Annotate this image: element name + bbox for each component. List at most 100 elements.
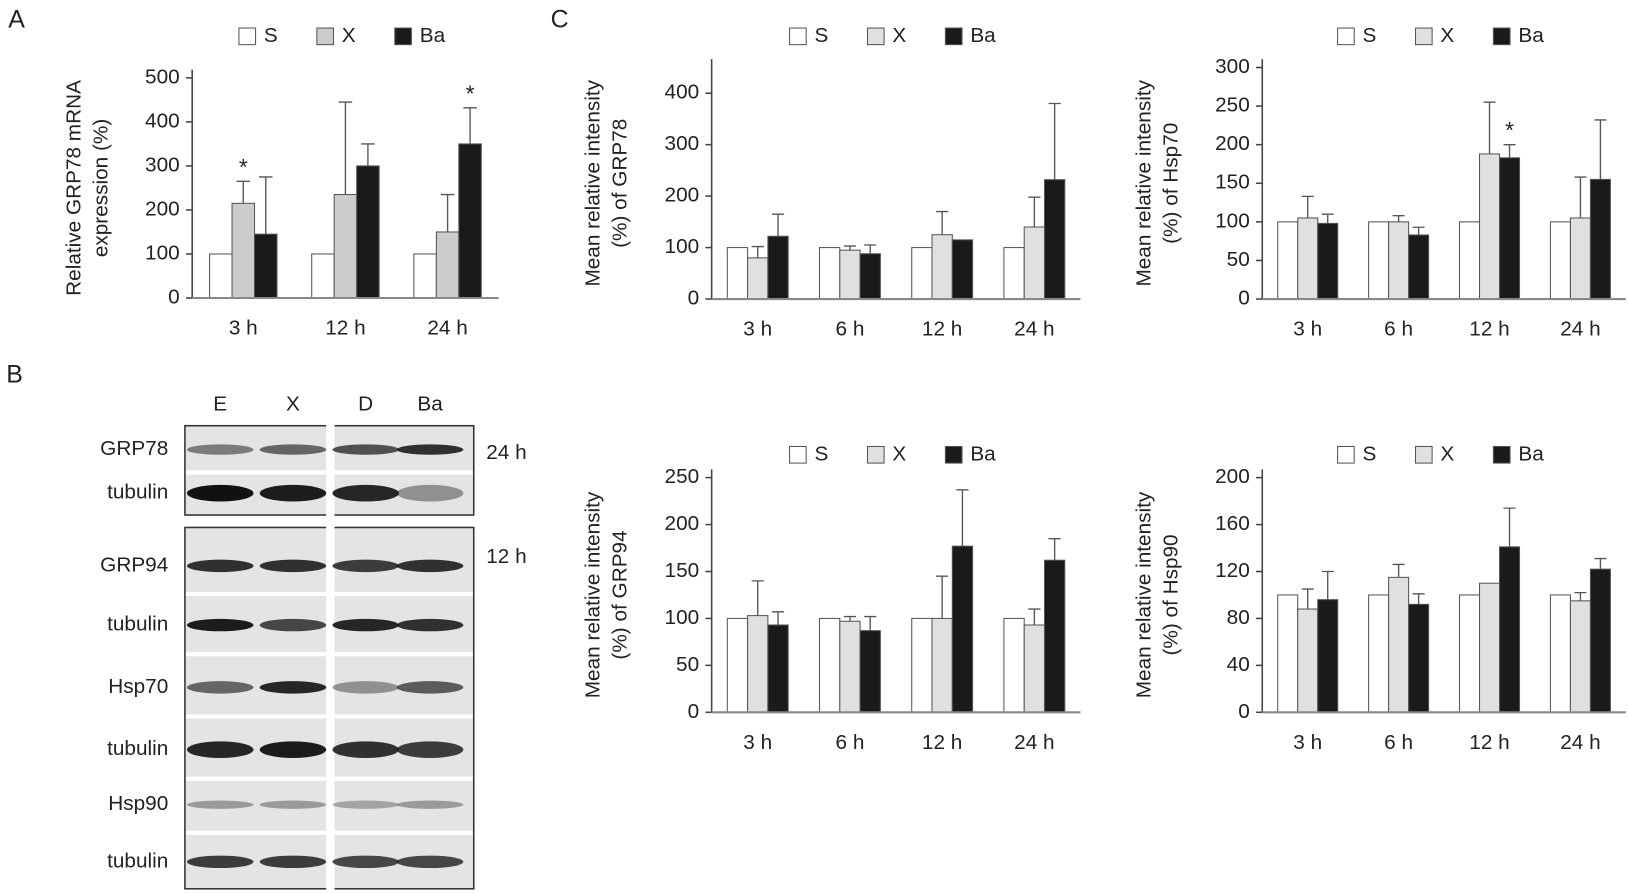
y-tick-label: 300: [145, 153, 180, 176]
legend-swatch: [238, 27, 257, 46]
lane-label: Ba: [417, 392, 443, 415]
bar: [767, 235, 789, 300]
bar: [1589, 568, 1611, 713]
panel-label: C: [551, 5, 569, 33]
blot-row-label: tubulin: [107, 481, 168, 504]
error-bar: [936, 575, 949, 619]
blot-band: [332, 618, 399, 632]
x-tick-label: 24 h: [1014, 731, 1054, 754]
error-bar: [463, 107, 477, 144]
bar: [1368, 221, 1390, 300]
blot-band: [332, 484, 399, 502]
bar: [1388, 576, 1410, 713]
row-gap: [185, 776, 473, 781]
y-axis-label: (%) of GRP94: [609, 530, 632, 659]
blot-band: [259, 618, 327, 632]
error-bar: [1321, 570, 1334, 600]
lane-label: D: [358, 392, 373, 415]
x-tick-label: 12 h: [922, 731, 962, 754]
blot-band: [259, 559, 327, 573]
bar: [1589, 178, 1611, 300]
bar: [311, 253, 335, 299]
y-tick-label: 400: [665, 81, 700, 104]
blot-band: [332, 559, 399, 573]
x-tick-label: 24 h: [1014, 318, 1054, 341]
row-gap: [185, 652, 473, 657]
row-gap: [185, 714, 473, 719]
error-bar: [440, 193, 455, 232]
error-bar: [843, 245, 857, 251]
y-tick-label: 0: [1238, 287, 1250, 310]
y-axis-label: (%) of Hsp70: [1159, 123, 1182, 244]
legend-swatch: [789, 445, 807, 464]
bar: [931, 234, 953, 300]
y-axis-label: (%) of GRP78: [609, 119, 632, 248]
error-bar: [956, 489, 969, 547]
bar: [1317, 599, 1339, 713]
legend-swatch: [1414, 27, 1433, 46]
y-tick-label: 0: [688, 287, 700, 310]
blot-band: [332, 444, 399, 455]
blot-band: [396, 681, 464, 694]
blot-row-label: Hsp90: [108, 792, 168, 815]
time-label: 24 h: [486, 441, 526, 464]
y-tick-label: 160: [1215, 512, 1250, 535]
bar: [1569, 600, 1591, 713]
bar: [1459, 221, 1481, 300]
bar: [859, 630, 881, 713]
y-tick-label: 200: [665, 512, 700, 535]
bar: [458, 143, 482, 299]
legend-label: Ba: [970, 24, 996, 47]
bar: [1388, 221, 1410, 300]
error-bar: [1594, 119, 1607, 180]
bar: [1317, 222, 1339, 300]
blot-band: [396, 484, 464, 502]
error-bar: [1048, 537, 1061, 561]
error-bar: [864, 615, 877, 631]
annotation: *: [239, 154, 248, 180]
error-bar: [361, 143, 375, 166]
bar: [333, 194, 358, 299]
blot-band: [396, 800, 464, 809]
blot-band: [187, 741, 254, 758]
error-bar: [771, 611, 785, 625]
panel-label: B: [6, 360, 23, 388]
error-bar: [1048, 102, 1061, 180]
error-bar: [1483, 101, 1496, 154]
bar: [1368, 594, 1390, 713]
legend-label: X: [1440, 442, 1454, 465]
legend-label: X: [892, 442, 906, 465]
bar: [435, 231, 460, 299]
legend-swatch: [394, 27, 412, 46]
y-axis-label: Relative GRP78 mRNA: [62, 80, 85, 296]
legend-label: S: [815, 24, 829, 47]
bar: [1043, 179, 1066, 300]
blot-band: [187, 800, 254, 809]
blot-band: [259, 484, 327, 502]
y-tick-label: 250: [1215, 94, 1250, 117]
blot-row-label: GRP78: [100, 437, 168, 460]
y-tick-label: 100: [665, 235, 700, 258]
x-tick-label: 3 h: [743, 318, 772, 341]
y-tick-label: 200: [665, 184, 700, 207]
legend-swatch: [1414, 445, 1433, 464]
y-tick-label: 300: [1215, 55, 1250, 78]
legend-swatch: [1492, 27, 1511, 46]
error-bar: [1412, 226, 1425, 235]
bar: [951, 239, 974, 300]
bar: [1003, 247, 1025, 300]
bar: [1549, 594, 1571, 713]
bar: [1043, 559, 1066, 713]
y-axis-label: Mean relative intensity: [582, 491, 605, 698]
blot-band: [396, 855, 464, 869]
y-axis-label: (%) of Hsp90: [1159, 534, 1182, 655]
y-tick-label: 100: [665, 606, 700, 629]
legend-swatch: [944, 445, 963, 464]
legend-label: Ba: [420, 24, 446, 47]
blot-band: [187, 681, 254, 694]
blot-row-label: tubulin: [107, 613, 168, 636]
bar: [931, 617, 953, 713]
y-tick-label: 400: [145, 109, 180, 132]
blot-band: [259, 681, 327, 694]
